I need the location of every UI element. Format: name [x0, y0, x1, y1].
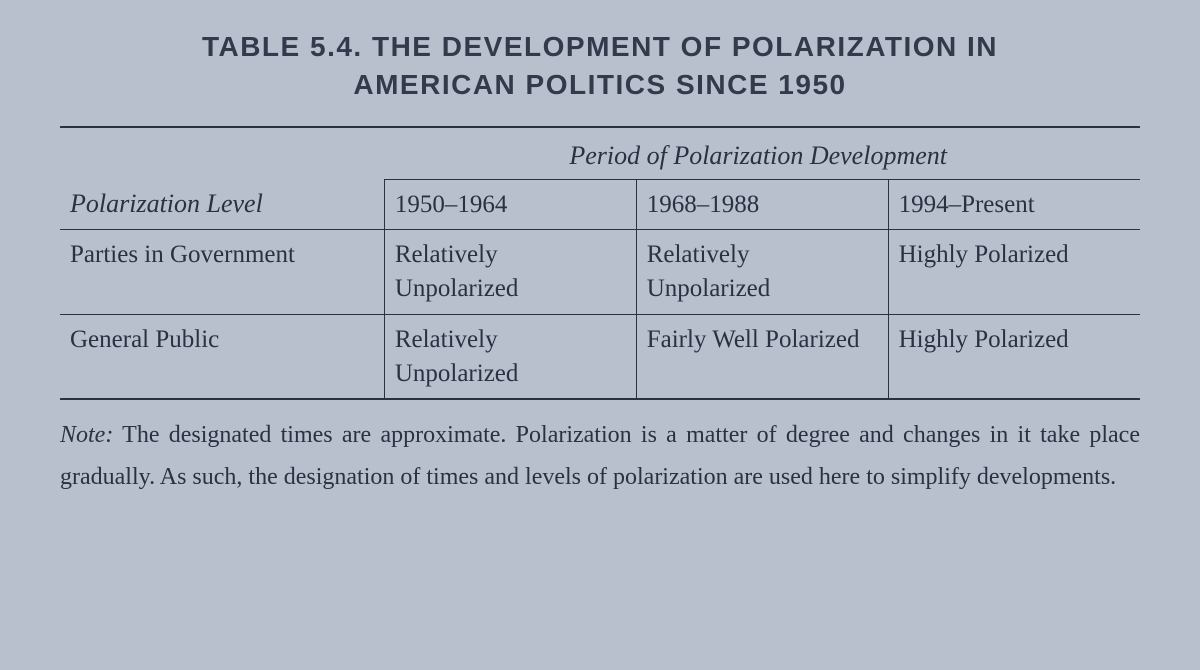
note-text: The designated times are approximate. Po…	[60, 422, 1140, 490]
period-super-header: Period of Polarization Development	[384, 127, 1140, 180]
row-1-label: General Public	[60, 314, 384, 399]
table-note: Note: The designated times are approxima…	[60, 414, 1140, 498]
row-1-cell-1: Fairly Well Polarized	[636, 314, 888, 399]
table-title: TABLE 5.4. THE DEVELOPMENT OF POLARIZATI…	[150, 28, 1050, 104]
period-1: 1968–1988	[636, 179, 888, 230]
row-header-title: Polarization Level	[60, 127, 384, 230]
row-1-cell-0: Relatively Unpolarized	[384, 314, 636, 399]
row-1-cell-2: Highly Polarized	[888, 314, 1140, 399]
note-label: Note:	[60, 422, 113, 448]
period-2: 1994–Present	[888, 179, 1140, 230]
row-0-label: Parties in Government	[60, 230, 384, 315]
period-0: 1950–1964	[384, 179, 636, 230]
row-0-cell-1: Relatively Unpolarized	[636, 230, 888, 315]
row-0-cell-2: Highly Polarized	[888, 230, 1140, 315]
row-0-cell-0: Relatively Unpolarized	[384, 230, 636, 315]
page-container: TABLE 5.4. THE DEVELOPMENT OF POLARIZATI…	[0, 0, 1200, 542]
polarization-table: Polarization Level Period of Polarizatio…	[60, 126, 1140, 401]
